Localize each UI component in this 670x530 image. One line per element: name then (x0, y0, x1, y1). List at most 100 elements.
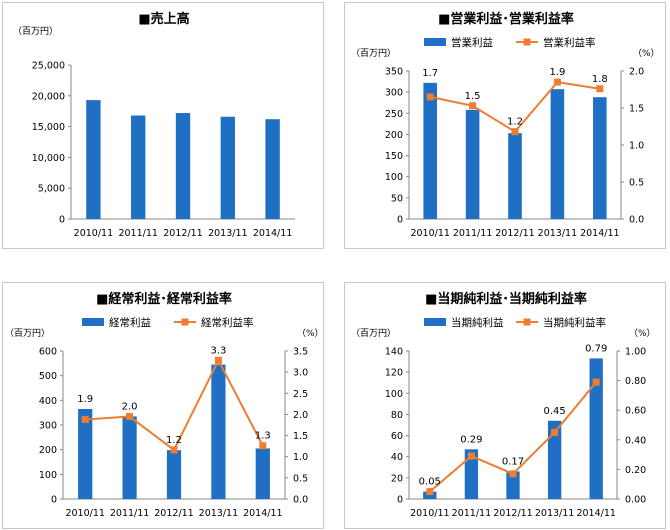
data-label: 0.45 (543, 406, 565, 417)
x-tick-label: 2013/11 (208, 228, 247, 239)
data-label: 1.9 (77, 394, 93, 405)
bar (255, 448, 270, 499)
chart-panel-ordinary-income: ■経常利益･経常利益率 （百万円） （%） 0 100 200 300 400 500 600 0.… (2, 282, 324, 529)
data-label: 1.2 (507, 117, 523, 128)
bar (131, 115, 146, 219)
left-tick-label: 0 (51, 495, 57, 506)
left-tick-label: 500 (39, 371, 57, 382)
right-tick-label: 2.5 (293, 389, 308, 400)
bar (122, 416, 137, 499)
right-tick-label: 3.5 (293, 347, 308, 358)
x-tick-label: 2011/11 (118, 228, 157, 239)
chart-panel-sales: ■売上高 （百万円） 0 5,000 10,000 15,000 20,000 25,000 2… (2, 2, 324, 249)
x-tick-label: 2010/11 (410, 228, 449, 239)
x-tick-label: 2014/11 (580, 228, 619, 239)
bar (589, 358, 603, 499)
bar (465, 109, 480, 219)
line-point (126, 413, 134, 421)
bar (423, 82, 437, 219)
left-tick-label: 200 (385, 130, 403, 141)
x-tick-label: 2014/11 (243, 508, 282, 519)
chart-title: ■営業利益･営業利益率 (438, 11, 574, 27)
bar (166, 450, 182, 499)
data-label: 0.29 (460, 434, 482, 445)
right-tick-label: 1.5 (293, 431, 308, 442)
left-axis-unit: （百万円） (13, 26, 58, 37)
left-tick-label: 20,000 (32, 91, 65, 102)
legend-line-marker (523, 38, 531, 46)
left-tick-label: 25,000 (32, 61, 65, 72)
line-point (426, 488, 434, 496)
left-tick-label: 40 (391, 452, 403, 463)
line-point (469, 102, 477, 110)
legend-line-label: 当期純利益率 (543, 316, 606, 329)
sales-chart: ■売上高 （百万円） 0 5,000 10,000 15,000 20,000 25,000 2… (13, 11, 295, 239)
bar (423, 491, 437, 499)
bar (211, 364, 226, 499)
bar (78, 408, 93, 499)
left-tick-label: 60 (391, 431, 403, 442)
left-tick-label: 0 (59, 215, 65, 226)
x-tick-label: 2013/11 (538, 228, 577, 239)
left-tick-label: 600 (39, 347, 57, 358)
right-tick-label: 0.0 (629, 215, 644, 226)
right-tick-label: 1.0 (293, 452, 308, 463)
x-tick-label: 2011/11 (453, 228, 492, 239)
data-label: 1.5 (465, 91, 481, 102)
x-tick-label: 2012/11 (495, 228, 534, 239)
bar (220, 116, 235, 219)
bar (464, 449, 479, 499)
legend-bar-label: 当期純利益 (451, 316, 504, 329)
data-label: 0.05 (419, 477, 441, 488)
left-tick-label: 140 (385, 347, 403, 358)
line-point (596, 85, 604, 93)
left-tick-label: 5,000 (38, 184, 65, 195)
right-axis-unit: （%） (297, 328, 324, 339)
legend-bar-label: 営業利益 (451, 36, 493, 49)
legend-line-marker (181, 318, 189, 326)
data-label: 1.9 (549, 67, 565, 78)
legend-bar-swatch (82, 318, 104, 326)
chart-panel-operating-income: ■営業利益･営業利益率 （百万円） （%） 0 50 100 150 200 250 300 350… (344, 2, 666, 249)
legend-bar-label: 経常利益 (109, 316, 151, 329)
line-point (467, 452, 475, 460)
data-label: 1.8 (592, 74, 608, 85)
data-label: 0.17 (502, 457, 524, 468)
right-axis-unit: （%） (633, 48, 660, 59)
right-tick-label: 0.5 (293, 473, 308, 484)
x-tick-label: 2010/11 (65, 508, 104, 519)
bar (175, 113, 191, 219)
line-point (592, 378, 600, 386)
x-tick-label: 2010/11 (410, 508, 449, 519)
data-label: 1.2 (166, 435, 182, 446)
x-tick-label: 2012/11 (154, 508, 193, 519)
bar (550, 89, 565, 219)
right-tick-label: 1.0 (629, 141, 644, 152)
line-point (170, 446, 178, 454)
left-tick-label: 0 (397, 495, 403, 506)
left-axis-unit: （百万円） (351, 48, 396, 59)
right-tick-label: 1.00 (625, 347, 646, 358)
x-tick-label: 2013/11 (199, 508, 238, 519)
right-tick-label: 0.5 (629, 178, 644, 189)
data-label: 0.79 (585, 343, 607, 354)
x-tick-label: 2011/11 (110, 508, 149, 519)
data-label: 1.7 (422, 68, 438, 79)
bar (547, 420, 562, 499)
net-income-chart: ■当期純利益･当期純利益率 （百万円） （%） 0 20 40 60 80 100 120 140 0… (351, 291, 656, 519)
right-tick-label: 0.20 (625, 465, 646, 476)
line-point (551, 428, 559, 436)
data-label: 3.3 (210, 345, 226, 356)
legend-line-label: 営業利益率 (543, 36, 596, 49)
left-tick-label: 80 (391, 410, 403, 421)
chart-title: ■売上高 (138, 11, 189, 27)
right-tick-label: 0.00 (625, 495, 646, 506)
left-tick-label: 120 (385, 368, 403, 379)
x-tick-label: 2011/11 (452, 508, 491, 519)
x-tick-label: 2013/11 (535, 508, 574, 519)
left-tick-label: 300 (39, 421, 57, 432)
x-tick-label: 2014/11 (576, 508, 615, 519)
chart-panel-net-income: ■当期純利益･当期純利益率 （百万円） （%） 0 20 40 60 80 100 120 140 0… (344, 282, 666, 529)
left-tick-label: 50 (391, 193, 403, 204)
data-label: 1.3 (255, 431, 271, 442)
